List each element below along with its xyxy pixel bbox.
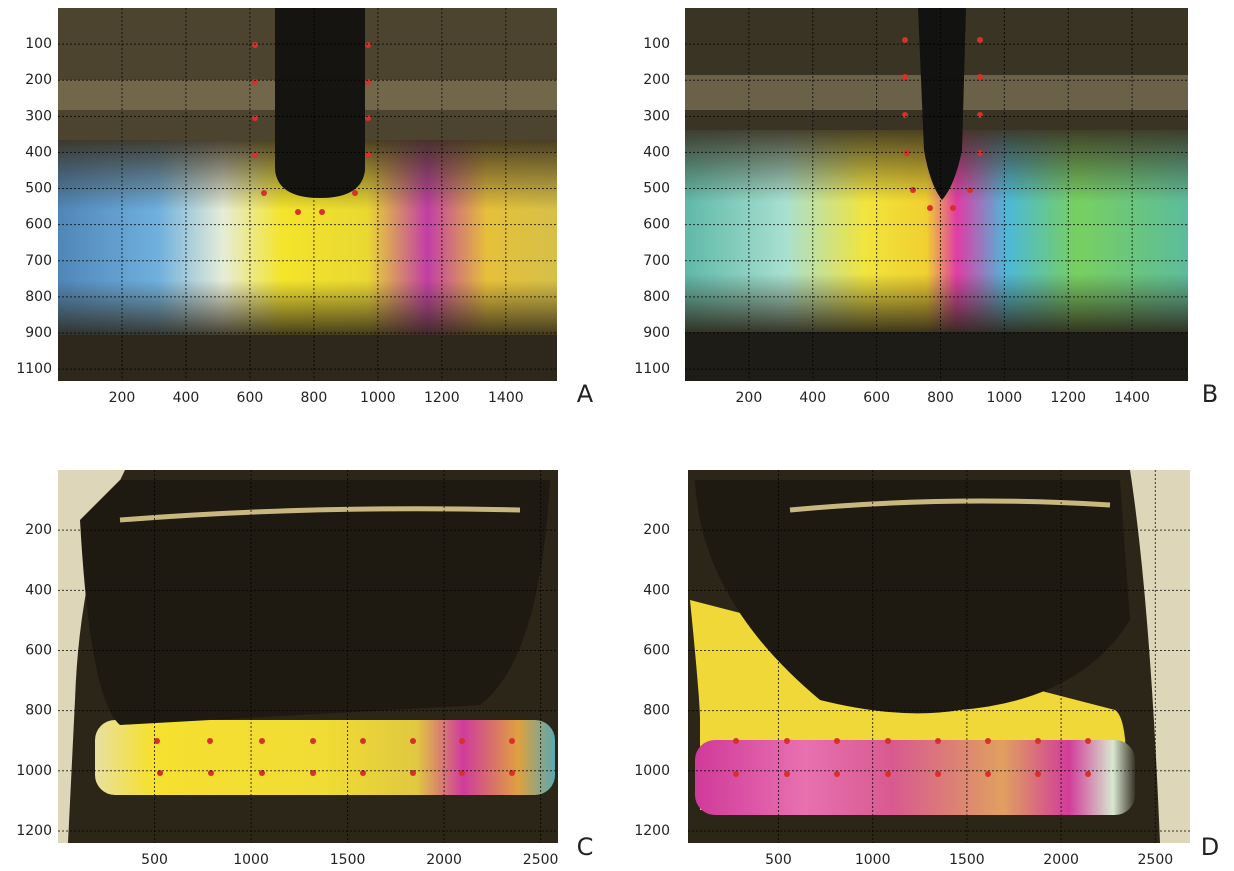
x-tick-label: 800	[927, 390, 954, 406]
x-tick-label: 200	[109, 390, 136, 406]
y-tick-label: 800	[643, 289, 670, 305]
y-tick-label: 800	[643, 703, 670, 719]
x-tick-label: 2000	[426, 852, 462, 868]
y-tick-label: 900	[25, 325, 52, 341]
x-tick-label: 1500	[949, 852, 985, 868]
x-tick-label: 1000	[987, 390, 1023, 406]
y-tick-label: 600	[25, 642, 52, 658]
x-tick-label: 1000	[233, 852, 269, 868]
panel-label: A	[577, 380, 594, 408]
y-tick-label: 700	[643, 253, 670, 269]
x-tick-label: 800	[301, 390, 328, 406]
x-tick-label: 2000	[1043, 852, 1079, 868]
y-tick-label: 1200	[16, 823, 52, 839]
panel-label: D	[1201, 833, 1219, 861]
x-tick-label: 1200	[424, 390, 460, 406]
x-tick-label: 1000	[360, 390, 396, 406]
x-tick-label: 600	[863, 390, 890, 406]
photo-c	[58, 470, 558, 843]
x-tick-label: 500	[141, 852, 168, 868]
x-tick-label: 1500	[330, 852, 366, 868]
y-tick-label: 600	[643, 217, 670, 233]
y-tick-label: 1200	[634, 823, 670, 839]
y-tick-label: 300	[25, 108, 52, 124]
y-tick-label: 200	[25, 522, 52, 538]
x-tick-label: 1000	[855, 852, 891, 868]
x-tick-label: 2500	[1138, 852, 1174, 868]
y-tick-label: 1000	[634, 763, 670, 779]
y-tick-label: 1000	[16, 763, 52, 779]
y-tick-label: 300	[643, 108, 670, 124]
y-tick-label: 500	[643, 181, 670, 197]
y-tick-label: 500	[25, 181, 52, 197]
y-tick-label: 200	[643, 72, 670, 88]
y-tick-label: 1100	[16, 361, 52, 377]
y-tick-label: 400	[25, 582, 52, 598]
x-tick-label: 400	[173, 390, 200, 406]
x-tick-label: 2500	[523, 852, 559, 868]
x-tick-label: 400	[799, 390, 826, 406]
x-tick-label: 1400	[488, 390, 524, 406]
y-tick-label: 1100	[634, 361, 670, 377]
y-tick-label: 900	[643, 325, 670, 341]
y-tick-label: 600	[25, 217, 52, 233]
x-tick-label: 1400	[1114, 390, 1150, 406]
y-tick-label: 200	[643, 522, 670, 538]
y-tick-label: 100	[25, 36, 52, 52]
x-tick-label: 600	[237, 390, 264, 406]
photo-d	[688, 470, 1190, 843]
panel-label: B	[1202, 380, 1218, 408]
panel-label: C	[577, 833, 594, 861]
x-tick-label: 1200	[1050, 390, 1086, 406]
y-tick-label: 600	[643, 642, 670, 658]
photo-a	[58, 8, 557, 381]
y-tick-label: 400	[25, 144, 52, 160]
x-tick-label: 500	[765, 852, 792, 868]
y-tick-label: 700	[25, 253, 52, 269]
photo-b	[685, 8, 1188, 381]
y-tick-label: 400	[643, 144, 670, 160]
y-tick-label: 100	[643, 36, 670, 52]
y-tick-label: 800	[25, 289, 52, 305]
y-tick-label: 200	[25, 72, 52, 88]
y-tick-label: 800	[25, 703, 52, 719]
x-tick-label: 200	[736, 390, 763, 406]
y-tick-label: 400	[643, 582, 670, 598]
